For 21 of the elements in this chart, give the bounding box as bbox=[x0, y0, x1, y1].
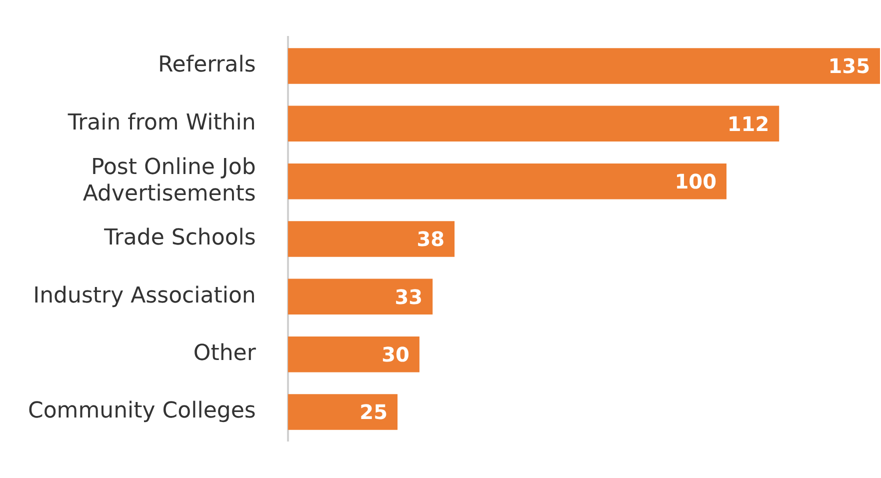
y-tick-label: Referrals bbox=[158, 52, 256, 78]
y-tick-label: Train from Within bbox=[66, 110, 256, 136]
y-tick-label: Trade Schools bbox=[103, 226, 256, 251]
data-label: 112 bbox=[727, 112, 770, 136]
bar bbox=[288, 106, 780, 142]
bar bbox=[288, 394, 398, 430]
bar bbox=[288, 48, 880, 84]
bar bbox=[288, 278, 433, 315]
y-tick-label: Industry Association bbox=[33, 283, 256, 308]
bar bbox=[288, 221, 455, 257]
data-label: 135 bbox=[828, 54, 870, 78]
bar bbox=[288, 336, 420, 372]
data-label: 33 bbox=[394, 284, 423, 309]
y-tick-label: Post Online Job Advertisements bbox=[82, 154, 256, 206]
y-tick-label: Community Colleges bbox=[28, 398, 256, 424]
bar bbox=[288, 163, 726, 200]
data-label: 100 bbox=[674, 170, 716, 194]
y-tick-label: Other bbox=[193, 341, 257, 366]
data-label: 38 bbox=[416, 227, 445, 252]
data-label: 30 bbox=[382, 342, 410, 367]
data-label: 25 bbox=[360, 400, 388, 424]
